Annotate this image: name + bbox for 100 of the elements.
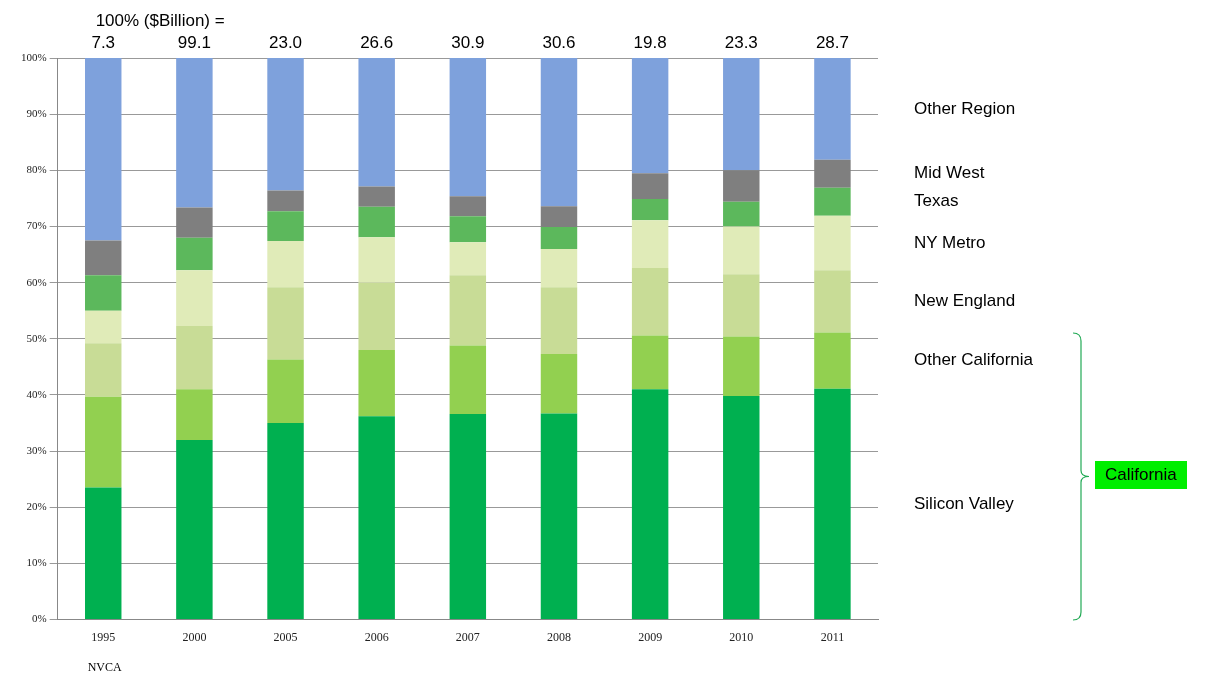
bar	[723, 58, 760, 171]
bar	[723, 170, 760, 202]
bar	[85, 275, 122, 311]
bar	[814, 388, 851, 620]
x-tick-label: 2000	[182, 629, 207, 644]
text: NY Metro	[914, 232, 986, 252]
text: Texas	[914, 191, 959, 211]
bar	[814, 215, 851, 271]
bar	[814, 332, 851, 389]
x-tick-label: 2007	[455, 629, 480, 644]
y-tick-label: 80%	[26, 163, 47, 176]
annotation: 26.6	[360, 33, 394, 53]
bar	[358, 350, 395, 417]
y-tick-label: 100%	[20, 50, 47, 63]
bar	[176, 325, 213, 390]
x-tick-label: 2009	[638, 629, 663, 644]
bar	[267, 423, 304, 620]
text: Mid West	[914, 163, 985, 183]
y-tick-label: 90%	[26, 107, 47, 120]
bar	[631, 335, 669, 390]
text: Silicon Valley	[914, 493, 1015, 513]
bar	[267, 241, 304, 288]
bar	[540, 353, 578, 414]
annotation: 23.3	[724, 33, 758, 53]
text: California	[1095, 461, 1187, 490]
y-tick-label: 0%	[31, 612, 47, 625]
annotation: 30.9	[451, 33, 485, 53]
bar	[267, 58, 304, 191]
y-tick-label: 40%	[26, 387, 47, 400]
x-tick-label: 2011	[820, 629, 845, 644]
x-tick-label: 2005	[273, 629, 298, 644]
bar	[358, 58, 395, 187]
bar	[540, 227, 578, 249]
y-tick-label: 60%	[26, 275, 47, 288]
bar	[176, 207, 213, 238]
y-tick-label: 10%	[26, 556, 47, 569]
bar	[176, 439, 213, 620]
bar	[540, 58, 578, 207]
annotation: 28.7	[815, 33, 849, 53]
bar	[85, 58, 122, 241]
bar	[540, 206, 578, 228]
y-tick-label: 30%	[26, 444, 47, 457]
bar	[267, 190, 304, 212]
bar	[358, 282, 395, 351]
x-tick-label: 2008	[546, 629, 571, 644]
bar	[631, 268, 669, 336]
bar	[176, 237, 213, 271]
bar	[449, 196, 487, 217]
text: Other California	[914, 350, 1034, 370]
bar	[449, 58, 487, 197]
annotation: 19.8	[633, 33, 667, 53]
bar	[723, 201, 760, 227]
bar	[449, 216, 487, 243]
bar	[358, 186, 395, 207]
y-tick-label: 70%	[26, 219, 47, 232]
bar	[358, 416, 395, 620]
bar	[631, 58, 669, 174]
bar	[358, 206, 395, 238]
bar	[267, 211, 304, 242]
bar	[267, 359, 304, 424]
bar	[85, 310, 122, 344]
text: 100% ($Billion) =	[95, 11, 225, 31]
bar	[85, 343, 122, 397]
bar	[85, 396, 122, 488]
bar	[814, 159, 851, 188]
bar	[449, 345, 487, 415]
bar	[631, 220, 669, 269]
bar	[267, 287, 304, 360]
bar	[176, 58, 213, 208]
bar	[631, 389, 669, 620]
text: NVCA	[87, 660, 122, 675]
annotation: 7.3	[91, 33, 116, 53]
y-tick-label: 20%	[26, 500, 47, 513]
bar	[540, 413, 578, 620]
bar	[723, 274, 760, 337]
bar	[723, 396, 760, 620]
y-tick-label: 50%	[26, 331, 47, 344]
bar	[449, 414, 487, 620]
x-tick-label: 1995	[91, 629, 116, 644]
x-tick-label: 2010	[729, 629, 754, 644]
bar	[176, 270, 213, 326]
bar	[814, 270, 851, 333]
text: Other Region	[914, 98, 1016, 118]
bar	[85, 240, 122, 276]
bar	[540, 287, 578, 354]
bar	[723, 336, 760, 397]
bar	[85, 487, 122, 620]
bar	[449, 275, 487, 346]
annotation: 30.6	[542, 33, 576, 53]
annotation: 23.0	[268, 33, 303, 53]
annotation: 99.1	[177, 33, 211, 53]
bar	[540, 248, 578, 288]
bar	[814, 187, 851, 216]
bar	[723, 226, 760, 275]
bar	[449, 242, 487, 276]
bar	[631, 173, 669, 199]
bar	[176, 389, 213, 440]
bar	[358, 237, 395, 283]
x-tick-label: 2006	[364, 629, 389, 644]
bar	[631, 198, 669, 221]
